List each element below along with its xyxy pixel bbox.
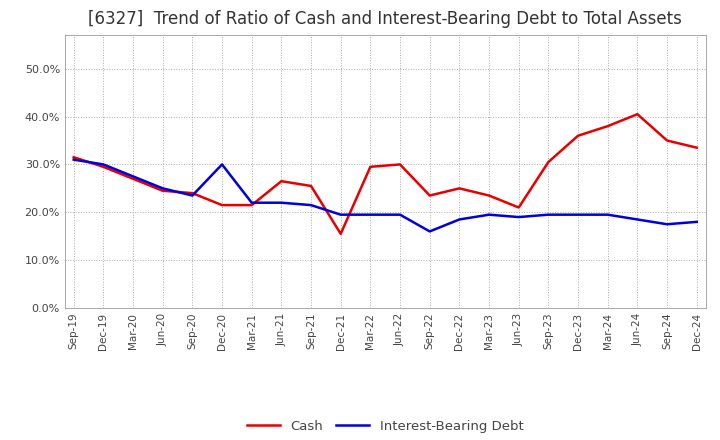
Cash [426, 193, 434, 198]
Interest-Bearing Debt [129, 174, 138, 179]
Cash [99, 164, 108, 169]
Cash [217, 202, 226, 208]
Cash [188, 191, 197, 196]
Cash [544, 159, 553, 165]
Cash [574, 133, 582, 138]
Cash [633, 111, 642, 117]
Cash [307, 183, 315, 189]
Cash [603, 124, 612, 129]
Cash [129, 176, 138, 181]
Cash [693, 145, 701, 150]
Interest-Bearing Debt [544, 212, 553, 217]
Interest-Bearing Debt [633, 217, 642, 222]
Interest-Bearing Debt [574, 212, 582, 217]
Interest-Bearing Debt [158, 186, 167, 191]
Interest-Bearing Debt [603, 212, 612, 217]
Cash [662, 138, 671, 143]
Cash [158, 188, 167, 194]
Interest-Bearing Debt [248, 200, 256, 205]
Cash [396, 162, 405, 167]
Interest-Bearing Debt [69, 157, 78, 162]
Interest-Bearing Debt [307, 202, 315, 208]
Cash [336, 231, 345, 236]
Cash [455, 186, 464, 191]
Interest-Bearing Debt [485, 212, 493, 217]
Interest-Bearing Debt [99, 162, 108, 167]
Interest-Bearing Debt [693, 219, 701, 224]
Interest-Bearing Debt [277, 200, 286, 205]
Line: Interest-Bearing Debt: Interest-Bearing Debt [73, 160, 697, 231]
Title: [6327]  Trend of Ratio of Cash and Interest-Bearing Debt to Total Assets: [6327] Trend of Ratio of Cash and Intere… [89, 10, 682, 28]
Interest-Bearing Debt [366, 212, 374, 217]
Cash [277, 179, 286, 184]
Interest-Bearing Debt [426, 229, 434, 234]
Cash [514, 205, 523, 210]
Interest-Bearing Debt [217, 162, 226, 167]
Interest-Bearing Debt [662, 222, 671, 227]
Legend: Cash, Interest-Bearing Debt: Cash, Interest-Bearing Debt [241, 414, 529, 438]
Cash [248, 202, 256, 208]
Interest-Bearing Debt [514, 214, 523, 220]
Interest-Bearing Debt [455, 217, 464, 222]
Interest-Bearing Debt [396, 212, 405, 217]
Interest-Bearing Debt [188, 193, 197, 198]
Cash [485, 193, 493, 198]
Interest-Bearing Debt [336, 212, 345, 217]
Line: Cash: Cash [73, 114, 697, 234]
Cash [69, 154, 78, 160]
Cash [366, 164, 374, 169]
